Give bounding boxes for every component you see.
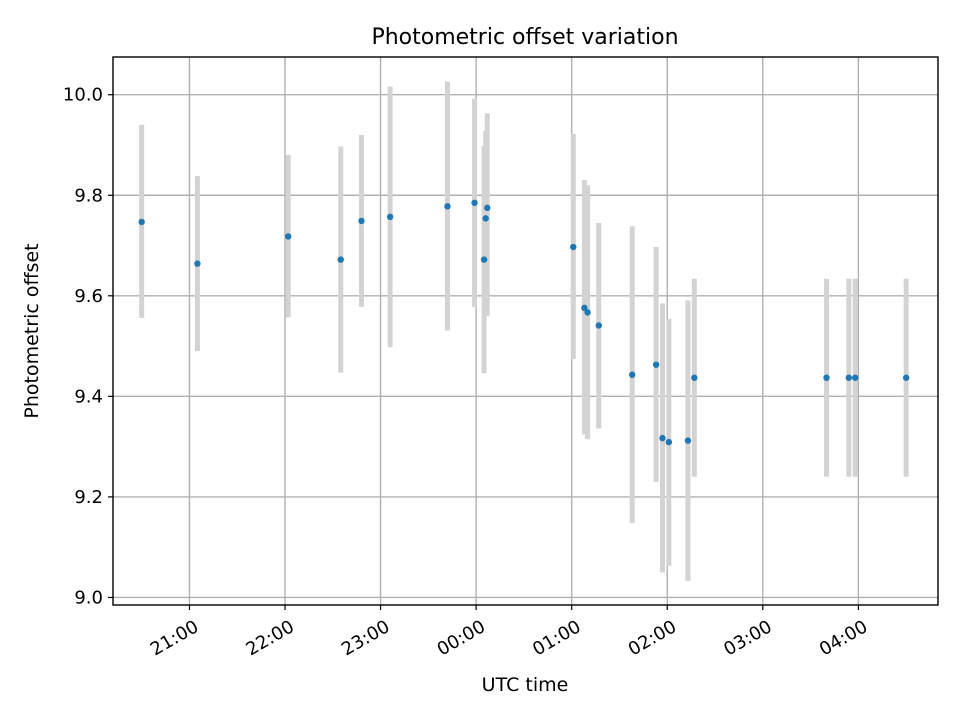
data-point bbox=[652, 361, 660, 368]
y-tick-label: 9.8 bbox=[74, 185, 103, 206]
data-point bbox=[337, 256, 344, 263]
data-point bbox=[444, 203, 451, 210]
data-point bbox=[665, 438, 673, 446]
data-point bbox=[581, 304, 588, 312]
data-point bbox=[471, 199, 478, 206]
data-point bbox=[284, 233, 292, 240]
data-point bbox=[595, 322, 602, 329]
data-point bbox=[194, 260, 201, 267]
y-tick-label: 9.4 bbox=[74, 386, 103, 407]
data-point bbox=[823, 374, 830, 381]
y-tick-label: 9.6 bbox=[74, 286, 103, 307]
data-point bbox=[659, 434, 666, 442]
data-point bbox=[480, 256, 488, 263]
y-tick-label: 9.0 bbox=[74, 587, 103, 608]
point-layer bbox=[138, 199, 910, 446]
plot-frame bbox=[112, 56, 939, 606]
data-point bbox=[684, 437, 692, 444]
data-point bbox=[358, 217, 365, 225]
data-point bbox=[484, 204, 491, 212]
data-point bbox=[570, 243, 577, 251]
data-point bbox=[845, 374, 853, 381]
chart-title: Photometric offset variation bbox=[371, 25, 678, 50]
y-tick-label: 9.2 bbox=[74, 487, 103, 508]
y-axis-label: Photometric offset bbox=[21, 243, 43, 418]
y-tick-label: 10.0 bbox=[63, 85, 103, 106]
data-point bbox=[138, 218, 145, 226]
data-point bbox=[691, 374, 698, 381]
data-point bbox=[851, 374, 859, 381]
data-point bbox=[386, 213, 394, 221]
x-axis-label: UTC time bbox=[482, 674, 569, 696]
data-point bbox=[584, 309, 591, 316]
data-point bbox=[902, 374, 910, 381]
data-point bbox=[482, 215, 489, 222]
data-point bbox=[629, 371, 636, 378]
